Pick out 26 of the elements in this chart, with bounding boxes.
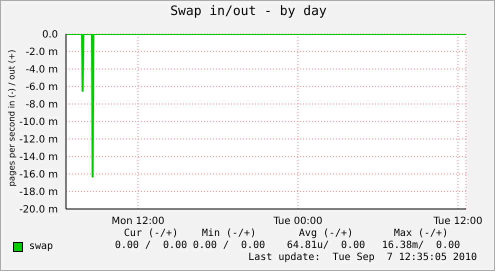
y-axis-title: pages per second in (-) / out (+): [7, 50, 18, 186]
text: Max (-/+): [392, 228, 450, 239]
y-tick-label: -4.0 m: [26, 64, 58, 76]
x-tick-label: Mon 12:00: [111, 216, 165, 228]
y-tick-label: -14.0 m: [19, 152, 58, 164]
y-tick-label: -18.0 m: [19, 187, 58, 198]
y-tick-label: -20.0 m: [19, 204, 58, 216]
text: Cur (-/+): [124, 228, 178, 239]
y-tick-label: -12.0 m: [19, 134, 58, 146]
text: 16.38m/ 0.00: [382, 240, 460, 251]
x-tick-label: Tue 00:00: [272, 216, 323, 228]
text: 64.81u/ 0.00: [286, 240, 366, 251]
text: 0.00 / 0.00: [192, 240, 266, 251]
text: Last update: Tue Sep 7 12:35:05 2010: [248, 252, 477, 263]
y-tick-label: 0.0: [42, 30, 58, 41]
y-tick-label: -10.0 m: [19, 117, 58, 128]
legend-label: swap: [29, 241, 54, 252]
y-tick-label: -2.0 m: [26, 47, 58, 58]
text: Avg (-/+): [298, 228, 354, 239]
chart-title: Swap in/out - by day: [169, 4, 328, 19]
text: Min (-/+): [202, 228, 256, 239]
x-tick-label: Tue 12:00: [432, 216, 483, 228]
text: 0.00 / 0.00: [114, 240, 188, 251]
y-tick-label: -8.0 m: [26, 100, 58, 111]
y-tick-label: -6.0 m: [26, 82, 58, 94]
y-tick-label: -16.0 m: [19, 170, 58, 181]
